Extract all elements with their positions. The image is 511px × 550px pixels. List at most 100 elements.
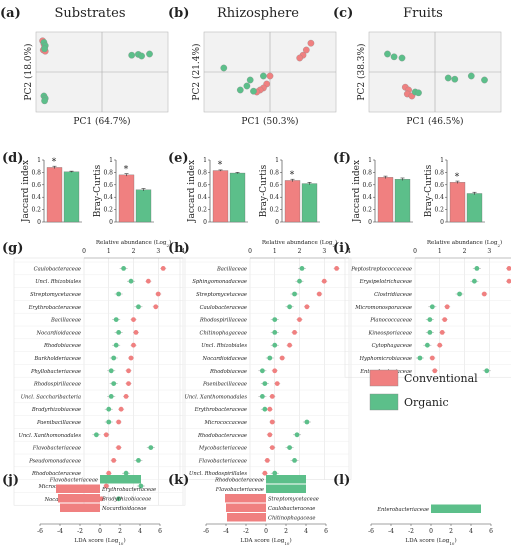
bar-f-0-organic bbox=[394, 179, 411, 223]
bar-ytick-label-e-0: 0.2 bbox=[197, 207, 207, 214]
lda-xtick-label-j: -6 bbox=[37, 528, 43, 535]
lda-bar-k-1 bbox=[266, 484, 306, 493]
dot-organic-i-3 bbox=[429, 304, 435, 310]
y-axis-label-a: PC2 (18.0%) bbox=[23, 43, 34, 100]
bar-ytick-label-e-1: 0.6 bbox=[269, 182, 279, 189]
lda-bar-label-l-0: Enterobacteriaceae bbox=[376, 507, 429, 513]
dot-organic-g-0 bbox=[121, 266, 126, 271]
bar-ytick-label-d-0: 0.2 bbox=[31, 207, 41, 214]
taxon-label-h-5: Chitinophagaceae bbox=[200, 330, 247, 336]
dot-organic-h-1 bbox=[297, 278, 302, 284]
lda-bar-label-j-2: Bradyrhizobiaceae bbox=[101, 497, 151, 503]
dot-organic-h-9 bbox=[262, 381, 268, 386]
legend-swatch-organic bbox=[369, 393, 399, 411]
bar-ytick-label-d-0: 1 bbox=[37, 157, 41, 164]
lda-xtick-label-k: 6 bbox=[324, 528, 328, 535]
dot-organic-h-2 bbox=[292, 291, 297, 297]
bar-e-1-organic bbox=[301, 183, 318, 223]
taxon-label-g-8: Phyllobacteriaceae bbox=[30, 369, 81, 375]
taxon-label-g-3: Erythrobacteraceae bbox=[28, 305, 81, 311]
dot-organic-h-12 bbox=[304, 419, 310, 425]
significance-star-e-0: * bbox=[218, 161, 223, 171]
bar-ytick-label-f-1: 0.4 bbox=[434, 194, 444, 201]
dot-organic-h-14 bbox=[287, 445, 292, 450]
lda-xtick-label-j: -2 bbox=[77, 528, 83, 535]
taxon-label-g-5: Nocardioidaceae bbox=[36, 330, 81, 336]
dot-organic-h-4 bbox=[272, 317, 278, 322]
lda-bar-k-4 bbox=[227, 513, 266, 522]
lda-bar-label-k-3: Caulobacteraceae bbox=[268, 506, 315, 512]
dot-organic-h-5 bbox=[272, 330, 278, 335]
bar-ytick-label-d-0: 0 bbox=[37, 219, 41, 226]
taxon-label-g-11: Bradyrhizobiaceae bbox=[31, 407, 81, 413]
dot-organic-h-15 bbox=[292, 458, 297, 463]
significance-star-e-1: * bbox=[290, 170, 295, 180]
dot-organic-h-16 bbox=[272, 470, 278, 476]
dot-xtick-label-i: 1 bbox=[438, 248, 442, 255]
dot-conventional-h-5 bbox=[292, 330, 297, 335]
scatter-point-b-organic-3 bbox=[243, 82, 251, 90]
dot-conventional-g-16 bbox=[106, 470, 112, 476]
bar-ytick-label-e-0: 0.8 bbox=[197, 169, 207, 176]
bar-f-0-conventional bbox=[377, 177, 394, 223]
taxon-label-g-6: Rhodobiaceae bbox=[43, 343, 81, 349]
taxon-label-g-0: Caulobacteraceae bbox=[34, 266, 81, 272]
dot-conventional-g-12 bbox=[116, 419, 122, 425]
dot-organic-g-6 bbox=[113, 342, 119, 348]
dot-conventional-h-15 bbox=[264, 458, 270, 463]
panel-label-g: (g) bbox=[2, 241, 23, 256]
taxon-label-h-1: Sphingomonadaceae bbox=[192, 279, 247, 285]
dot-organic-g-4 bbox=[113, 317, 119, 322]
dot-xtick-label-g: 2 bbox=[132, 248, 136, 255]
significance-star-d-0: * bbox=[52, 157, 57, 167]
lda-bar-label-k-1: Flavobacteriaceae bbox=[215, 487, 264, 493]
dot-organic-g-9 bbox=[111, 381, 117, 386]
dot-conventional-h-4 bbox=[297, 317, 302, 322]
lda-bar-k-0 bbox=[266, 475, 306, 484]
lda-bar-label-j-1: Erythrobacteriaceae bbox=[101, 487, 156, 493]
taxon-label-g-2: Streptomycetaceae bbox=[30, 292, 81, 298]
dot-organic-i-1 bbox=[472, 278, 477, 284]
bar-ytick-label-e-0: 1 bbox=[203, 157, 207, 164]
dot-xtick-label-i: 0 bbox=[413, 248, 417, 255]
panel-label-c: (c) bbox=[333, 6, 353, 21]
lda-bar-j-1 bbox=[56, 484, 100, 493]
bar-ytick-label-e-0: 0.6 bbox=[197, 182, 207, 189]
taxon-label-g-16: Rhodobacteraceae bbox=[31, 471, 81, 477]
taxon-label-g-4: Bacillaceae bbox=[50, 318, 81, 324]
dot-organic-g-7 bbox=[111, 355, 117, 361]
scatter-point-c-organic-5 bbox=[467, 72, 475, 80]
lda-bar-l-0 bbox=[431, 504, 481, 513]
bar-ytick-label-d-1: 0.4 bbox=[103, 194, 113, 201]
bar-d-0-conventional bbox=[46, 167, 63, 223]
taxon-label-h-11: Erythrobacteraceae bbox=[194, 407, 247, 413]
dot-xtick-label-g: 4 bbox=[181, 248, 185, 255]
bar-ytick-label-d-0: 0.6 bbox=[31, 182, 41, 189]
dot-organic-g-11 bbox=[106, 406, 112, 412]
lda-xtick-label-l: -4 bbox=[388, 528, 394, 535]
taxon-label-h-3: Caulobacteraceae bbox=[200, 305, 247, 311]
bar-e-0-conventional bbox=[212, 170, 229, 223]
lda-xtick-label-k: 4 bbox=[304, 528, 308, 535]
bar-ytick-label-d-0: 0.8 bbox=[31, 169, 41, 176]
bar-ylabel-d-0: Jaccard index bbox=[21, 160, 31, 223]
dot-xtick-label-h: 2 bbox=[298, 248, 302, 255]
taxon-label-i-3: Micromonosporaceae bbox=[354, 305, 412, 311]
dot-frame-h bbox=[179, 257, 352, 480]
scatter-point-c-organic-3 bbox=[444, 74, 452, 82]
panel-title-c: Fruits bbox=[403, 6, 443, 21]
dot-conventional-h-7 bbox=[279, 355, 285, 361]
dot-organic-g-13 bbox=[93, 432, 99, 438]
taxon-label-i-5: Kineosporiaceae bbox=[367, 330, 412, 336]
panel-label-a: (a) bbox=[0, 6, 21, 21]
lda-bar-label-k-2: Streptomycetaceae bbox=[268, 497, 319, 503]
taxon-label-h-6: Uncl. Rhizobiales bbox=[201, 343, 247, 349]
bar-ylabel-f-0: Jaccard index bbox=[352, 160, 362, 223]
x-axis-label-a: PC1 (64.7%) bbox=[73, 116, 130, 127]
lda-xtick-label-l: 6 bbox=[489, 528, 493, 535]
taxon-label-g-15: Pseudomonadaceae bbox=[28, 458, 81, 464]
dot-conventional-h-10 bbox=[269, 394, 275, 399]
bar-f-1-organic bbox=[466, 193, 483, 223]
lda-xtick-label-k: -4 bbox=[223, 528, 229, 535]
y-axis-label-c: PC2 (38.3%) bbox=[356, 43, 367, 100]
